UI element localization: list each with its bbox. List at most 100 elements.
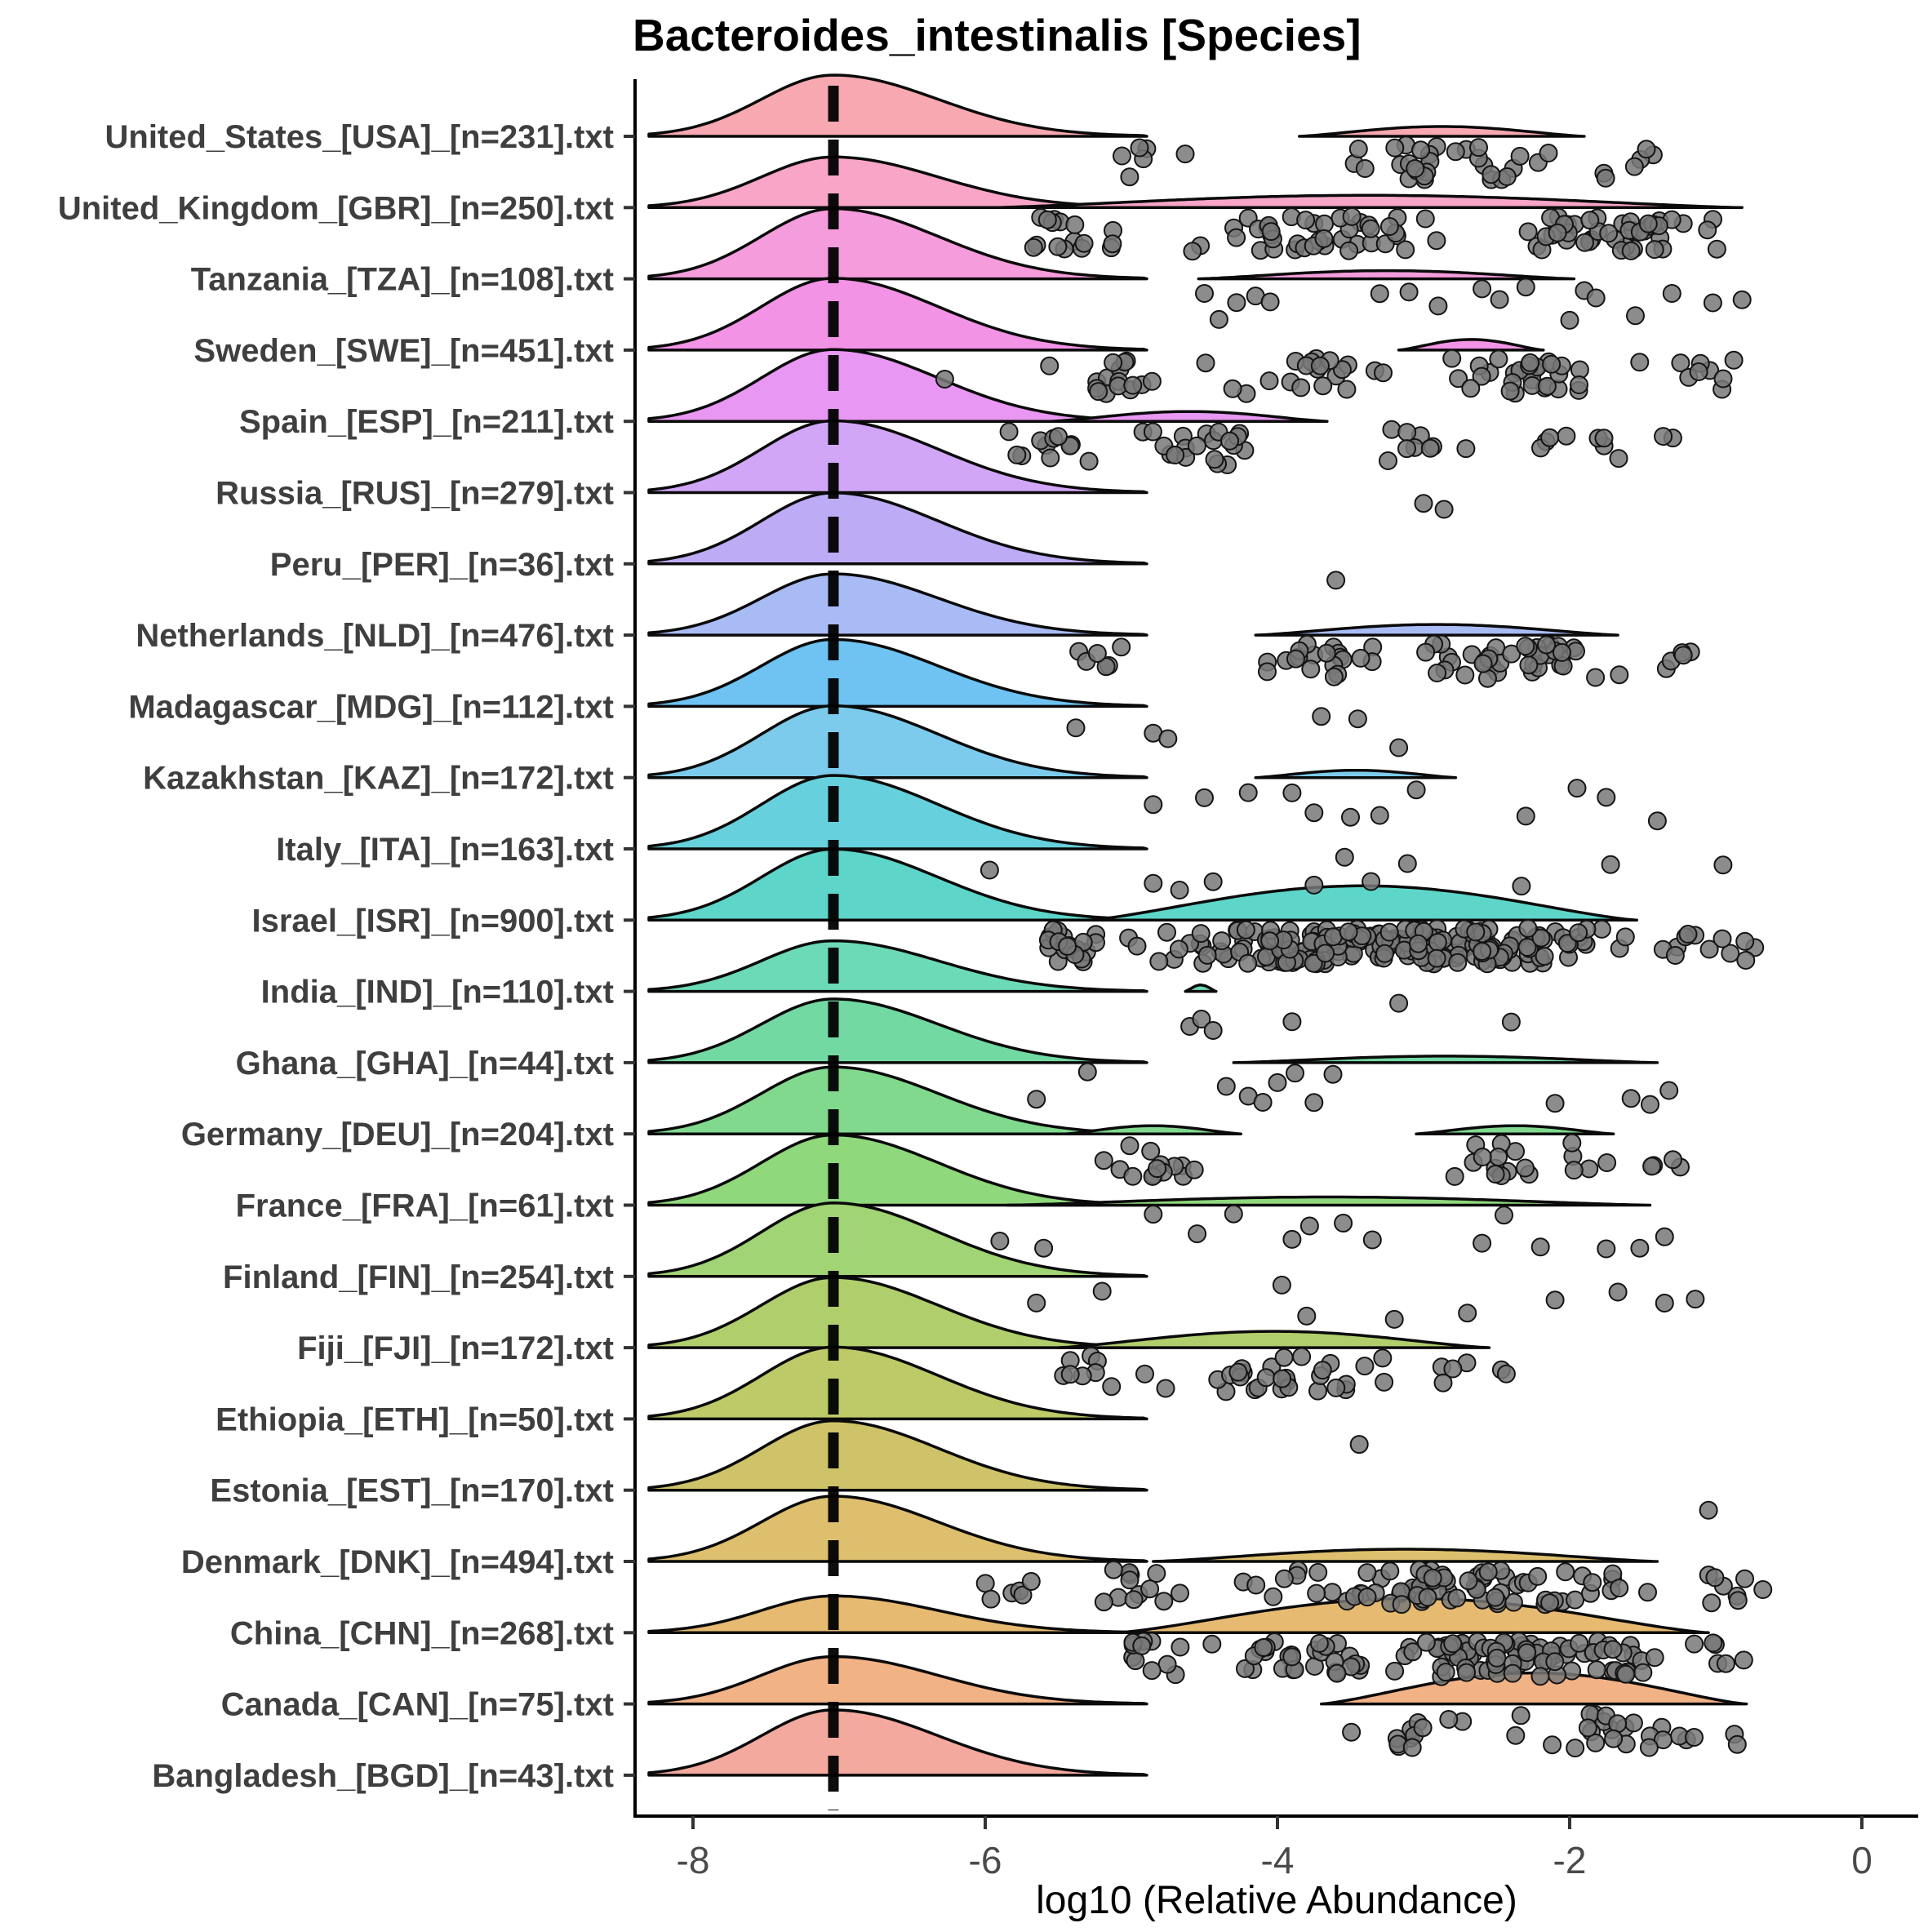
data-point xyxy=(1560,310,1579,330)
row-points xyxy=(975,1560,1773,1614)
x-tick-label: -2 xyxy=(1553,1839,1587,1881)
data-point xyxy=(1537,635,1556,655)
data-point xyxy=(1626,306,1645,326)
data-point xyxy=(1357,1588,1377,1607)
data-point xyxy=(1184,1160,1204,1179)
y-tick-label: India_[IND]_[n=110].txt xyxy=(261,975,614,1010)
data-point xyxy=(1102,1377,1122,1397)
data-point xyxy=(1645,240,1664,260)
data-point xyxy=(1304,803,1324,823)
row-points xyxy=(1195,278,1752,330)
data-point xyxy=(1342,1722,1362,1742)
data-point xyxy=(1089,382,1108,402)
data-point xyxy=(1049,427,1068,446)
data-point xyxy=(1713,929,1732,948)
data-point xyxy=(1535,947,1554,966)
data-point xyxy=(1296,211,1316,230)
data-point xyxy=(1375,944,1394,963)
data-point xyxy=(1624,1713,1643,1733)
data-point xyxy=(1092,1281,1112,1301)
data-point xyxy=(1144,795,1163,815)
data-point xyxy=(1254,1638,1273,1657)
data-point xyxy=(1702,1593,1721,1613)
data-point xyxy=(1144,1205,1163,1224)
data-point xyxy=(1615,927,1635,947)
data-point xyxy=(1736,951,1756,970)
data-point xyxy=(1728,1591,1748,1610)
data-point xyxy=(1556,1562,1575,1582)
data-point xyxy=(1304,953,1323,973)
data-point xyxy=(1506,1725,1526,1745)
data-point xyxy=(1495,1206,1513,1225)
data-point xyxy=(1264,1587,1283,1606)
x-tick-label: -6 xyxy=(969,1839,1002,1881)
y-tick-label: Bangladesh_[BGD]_[n=43].txt xyxy=(152,1758,614,1794)
data-point xyxy=(1132,1636,1152,1655)
data-point xyxy=(1259,371,1279,391)
data-point xyxy=(1721,944,1740,963)
data-point xyxy=(1385,1661,1405,1681)
data-point xyxy=(1734,1650,1753,1670)
data-point xyxy=(1007,445,1027,464)
data-point xyxy=(1487,1648,1507,1668)
data-point xyxy=(1307,1583,1326,1603)
data-point xyxy=(1348,140,1368,158)
data-point xyxy=(1304,875,1324,895)
row-points xyxy=(1123,1632,1753,1686)
data-point xyxy=(1506,1142,1525,1161)
data-point xyxy=(1374,363,1393,383)
data-point xyxy=(1633,1663,1653,1682)
data-point xyxy=(1586,668,1606,687)
data-point xyxy=(1282,1229,1302,1249)
data-point xyxy=(1609,449,1628,469)
data-point xyxy=(981,1589,1001,1609)
data-point xyxy=(1496,1364,1516,1383)
data-point xyxy=(1074,233,1094,253)
data-point xyxy=(1531,928,1551,948)
data-point xyxy=(1596,168,1615,188)
data-point xyxy=(1659,1081,1679,1100)
data-point xyxy=(1413,1718,1433,1738)
data-point xyxy=(1442,349,1462,368)
data-point xyxy=(1227,293,1246,313)
data-point xyxy=(1389,738,1409,757)
data-point xyxy=(1411,140,1430,160)
data-point xyxy=(1664,1150,1682,1170)
data-point xyxy=(1397,439,1416,459)
density-ridge xyxy=(647,1708,1148,1777)
data-point xyxy=(975,1574,995,1593)
data-point xyxy=(1104,1560,1123,1579)
density-ridge xyxy=(647,1419,1148,1492)
y-tick-label: Italy_[ITA]_[n=163].txt xyxy=(276,832,614,868)
data-point xyxy=(1048,237,1068,256)
y-tick-label: France_[FRA]_[n=61].txt xyxy=(236,1188,614,1224)
data-point xyxy=(1473,654,1493,673)
data-point xyxy=(1516,806,1535,826)
data-point xyxy=(935,370,954,389)
data-point xyxy=(1716,1654,1735,1673)
data-point xyxy=(1489,1148,1508,1166)
density-ridge xyxy=(647,1594,1148,1635)
data-point xyxy=(1409,934,1428,953)
x-tick-label: -8 xyxy=(677,1839,710,1881)
data-point xyxy=(1273,1369,1292,1388)
data-point xyxy=(1427,948,1446,968)
data-point xyxy=(1224,1204,1243,1224)
data-point xyxy=(1597,788,1616,807)
row-points xyxy=(1094,1133,1690,1186)
row-points xyxy=(1144,779,1667,831)
data-point xyxy=(980,860,999,880)
data-point xyxy=(1704,1633,1723,1653)
density-ridge xyxy=(647,939,1148,993)
data-point xyxy=(1357,1563,1377,1583)
data-point xyxy=(1187,436,1206,455)
data-point xyxy=(1539,144,1558,162)
data-point xyxy=(1447,1588,1467,1608)
data-point xyxy=(1104,353,1123,372)
data-point xyxy=(1562,1133,1582,1153)
data-point xyxy=(1375,1372,1394,1392)
data-point xyxy=(1166,446,1185,464)
data-point xyxy=(1707,239,1726,259)
data-point xyxy=(1713,855,1733,875)
data-point xyxy=(1124,1590,1144,1610)
